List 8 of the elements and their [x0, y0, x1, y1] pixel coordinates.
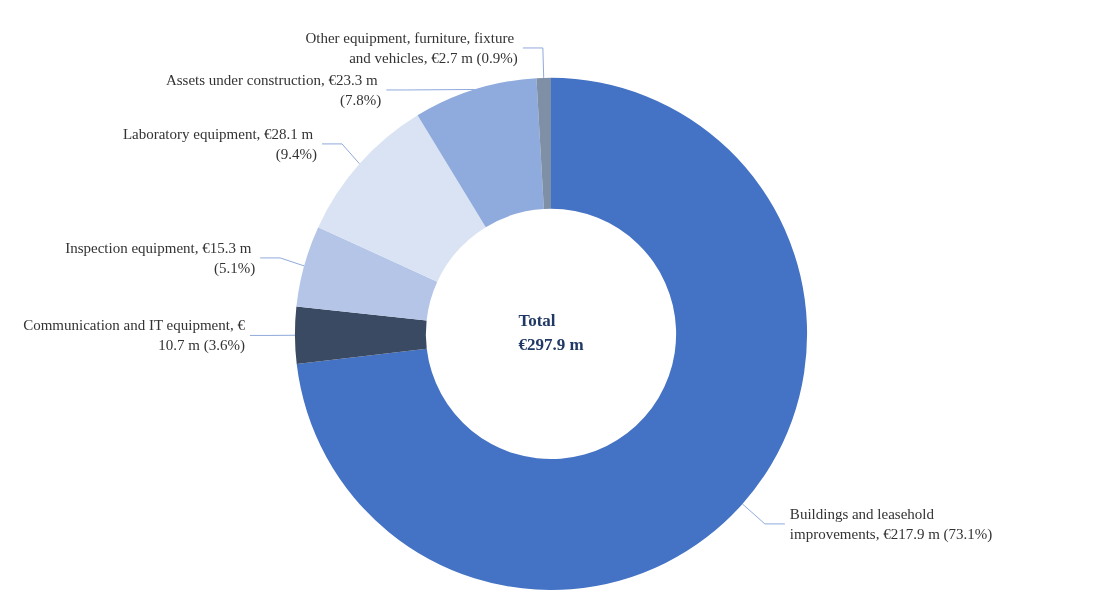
slice-label: Inspection equipment, €15.3 m (5.1%) [65, 239, 256, 277]
text: Total [518, 310, 556, 330]
slice-label: Laboratory equipment, €28.1 m (9.4%) [122, 125, 318, 163]
text: €297.9 m [518, 334, 584, 354]
slice-label: Communication and IT equipment, €10.7 m (3.6%) [23, 317, 246, 355]
slice-label: Other equipment, furniture, fixture and vehicles, €2.7 m (0.9%) [305, 29, 518, 67]
slice-label: Assets under construction, €23.3 m (7.8%) [165, 71, 382, 109]
slice-label: Buildings and leasehold improvements, €217.9 m (73.1%) [789, 505, 993, 543]
